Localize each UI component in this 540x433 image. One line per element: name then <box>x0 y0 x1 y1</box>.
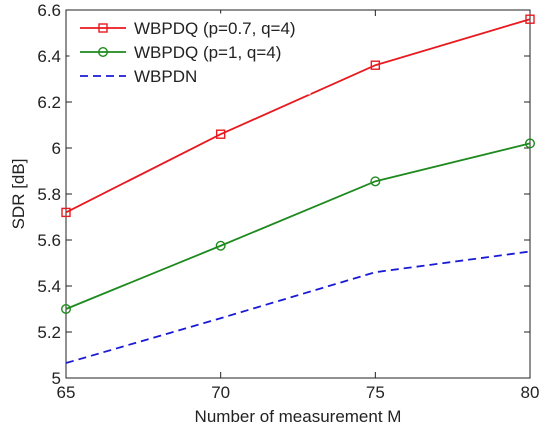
y-tick-label: 5.6 <box>37 231 61 250</box>
legend-item: WBPDN <box>80 67 197 86</box>
x-tick-label: 65 <box>57 383 76 402</box>
circle-marker <box>61 304 72 315</box>
circle-marker <box>525 138 536 149</box>
series-layer <box>61 14 536 364</box>
x-tick-label: 80 <box>521 383 540 402</box>
x-tick-label: 70 <box>211 383 230 402</box>
series-3 <box>65 250 531 364</box>
circle-marker <box>97 47 108 58</box>
y-tick-label: 5 <box>52 369 61 388</box>
series-1 <box>61 14 535 218</box>
y-tick-label: 6.6 <box>37 1 61 20</box>
series-line <box>65 250 531 364</box>
x-axis-label: Number of measurement M <box>195 407 402 426</box>
y-tick-label: 6 <box>52 139 61 158</box>
square-marker <box>215 129 226 139</box>
y-tick-label: 5.2 <box>37 323 61 342</box>
square-marker <box>98 23 108 33</box>
y-tick-label: 6.4 <box>37 47 61 66</box>
y-tick-label: 5.4 <box>37 277 61 296</box>
square-marker <box>370 60 381 70</box>
square-marker <box>525 14 535 24</box>
series-line <box>65 18 531 214</box>
y-tick-label: 6.2 <box>37 93 61 112</box>
series-line <box>65 142 531 310</box>
x-tick-label: 75 <box>366 383 385 402</box>
circle-marker <box>215 240 226 251</box>
y-tick-label: 5.8 <box>37 185 61 204</box>
circle-marker <box>370 176 381 187</box>
legend-label: WBPDQ (p=1, q=4) <box>134 43 281 62</box>
legend-item: WBPDQ (p=1, q=4) <box>80 43 281 62</box>
legend-label: WBPDQ (p=0.7, q=4) <box>134 19 296 38</box>
tick-layer: 65 70 75 80 5 5.2 5.4 5.6 5.8 6 6.2 6.4 6.6 <box>37 1 539 402</box>
y-axis-label: SDR [dB] <box>9 159 28 230</box>
square-marker <box>61 207 71 218</box>
legend-label: WBPDN <box>134 67 197 86</box>
legend-item: WBPDQ (p=0.7, q=4) <box>80 19 296 38</box>
series-2 <box>61 138 536 315</box>
legend: WBPDQ (p=0.7, q=4) WBPDQ (p=1, q=4) WBPDN <box>69 13 311 95</box>
